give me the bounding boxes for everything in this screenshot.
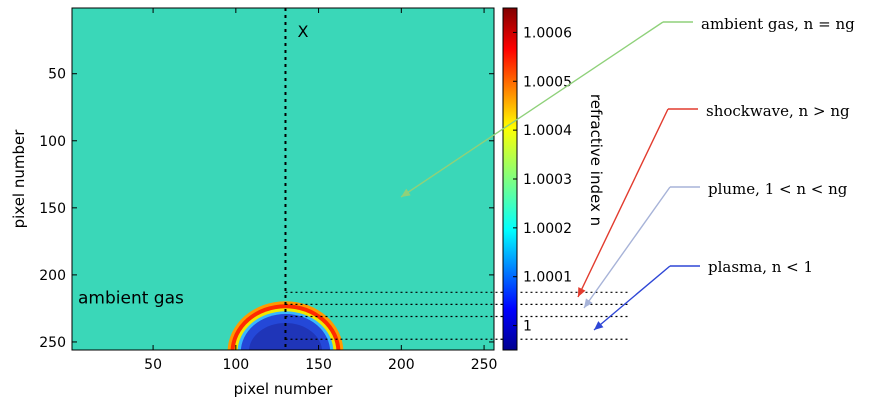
y-axis-ticks: 50 100 150 200 250 <box>39 67 494 351</box>
annotation-text-3: plume, 1 < n < ng <box>708 180 848 198</box>
colorbar-tick-label-1: 1.0001 <box>523 270 572 286</box>
annotation-arrow-line-2 <box>577 108 669 298</box>
heatmap-background <box>72 8 494 350</box>
ambient-gas-inside-label: ambient gas <box>78 288 184 308</box>
y-tick-label-50: 50 <box>48 67 66 83</box>
colorbar-tick-label-6: 1.0006 <box>523 25 572 41</box>
plasma-core-inner <box>248 322 323 350</box>
x-tick-label-150: 150 <box>305 357 332 373</box>
annotation-3: plume, 1 < n < ng <box>583 180 848 309</box>
y-axis-label: pixel number <box>10 129 28 229</box>
vertical-line-label: X <box>297 22 308 41</box>
x-tick-label-250: 250 <box>471 357 498 373</box>
colorbar-tick-label-2: 1.0002 <box>523 221 572 237</box>
colorbar-tick-label-5: 1.0005 <box>523 74 572 90</box>
colorbar-tick-label-3: 1.0003 <box>523 172 572 188</box>
annotations: ambient gas, n = ng shockwave, n > ng plum… <box>400 15 855 331</box>
colorbar-label: refractive index n <box>587 94 605 226</box>
annotation-arrow-line-4 <box>593 265 671 331</box>
x-axis-ticks: 50 100 150 200 250 <box>144 8 497 373</box>
x-tick-label-200: 200 <box>388 357 415 373</box>
x-axis-label: pixel number <box>234 380 334 398</box>
annotation-arrow-line-1 <box>400 21 664 198</box>
colorbar-tick-label-4: 1.0004 <box>523 123 572 139</box>
colorbar: 1 1.0001 1.0002 1.0003 1.0004 1.0005 1.0006 re… <box>502 7 605 351</box>
annotation-arrowhead-1 <box>401 188 411 197</box>
plot-frame <box>71 7 495 351</box>
annotation-arrowhead-2 <box>578 287 586 297</box>
annotation-4: plasma, n < 1 <box>593 258 813 331</box>
annotation-arrow-line-3 <box>583 186 671 309</box>
annotation-2: shockwave, n > ng <box>577 102 850 298</box>
annotation-text-4: plasma, n < 1 <box>708 258 813 276</box>
heatmap-plot: X ambient gas <box>71 7 630 351</box>
y-tick-label-150: 150 <box>39 201 66 217</box>
annotation-arrowhead-4 <box>594 321 604 330</box>
annotation-arrowhead-3 <box>584 298 593 308</box>
y-tick-label-200: 200 <box>39 268 66 284</box>
annotation-text-2: shockwave, n > ng <box>706 102 850 120</box>
colorbar-tick-label-0: 1 <box>523 319 532 335</box>
y-tick-label-250: 250 <box>39 335 66 351</box>
annotation-text-1: ambient gas, n = ng <box>701 15 855 33</box>
x-tick-label-100: 100 <box>222 357 249 373</box>
colorbar-ticks: 1 1.0001 1.0002 1.0003 1.0004 1.0005 1.0006 <box>513 25 572 335</box>
y-tick-label-100: 100 <box>39 134 66 150</box>
x-tick-label-50: 50 <box>144 357 162 373</box>
annotation-1: ambient gas, n = ng <box>400 15 855 198</box>
